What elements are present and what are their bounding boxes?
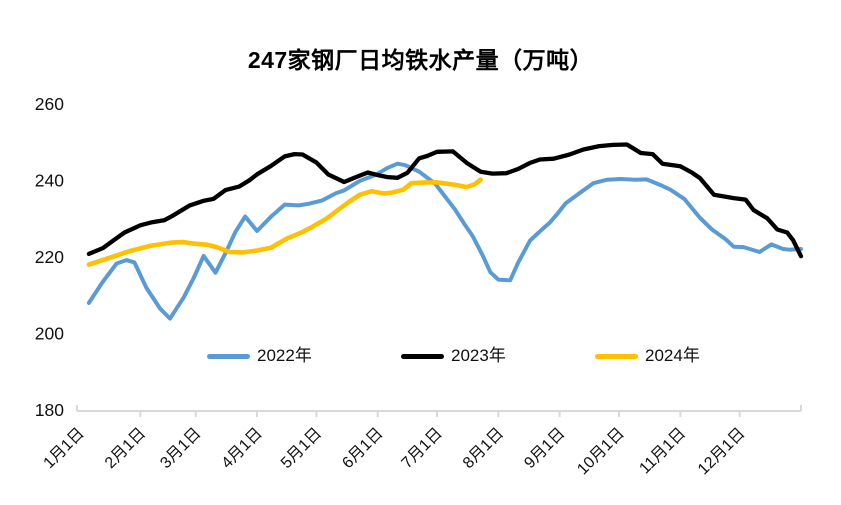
x-tick-label: 1月1日 [41, 425, 88, 472]
legend-label-2023: 2023年 [451, 346, 506, 365]
y-tick-label: 180 [35, 400, 64, 420]
series-line-2022 [86, 161, 803, 321]
y-tick-label: 200 [35, 324, 64, 344]
series-line-2023 [86, 142, 804, 259]
x-tick-label: 12月1日 [695, 425, 749, 479]
x-tick-label: 3月1日 [157, 425, 204, 472]
y-tick-label: 220 [35, 247, 64, 267]
legend-label-2024: 2024年 [645, 346, 700, 365]
legend-item-2024: 2024年 [595, 345, 700, 367]
x-tick-label: 10月1日 [574, 425, 628, 479]
x-tick-label: 6月1日 [339, 425, 386, 472]
series-line-2024 [86, 177, 483, 267]
x-tick-label: 11月1日 [636, 425, 689, 478]
legend-label-2022: 2022年 [257, 346, 312, 365]
x-tick-label: 4月1日 [219, 425, 266, 472]
y-tick-label: 240 [35, 171, 64, 191]
legend-swatch-2024 [595, 353, 638, 359]
legend-swatch-2023 [401, 353, 444, 359]
legend-item-2022: 2022年 [207, 345, 312, 367]
x-tick-label: 2月1日 [102, 425, 149, 472]
legend-item-2023: 2023年 [401, 345, 506, 367]
legend-swatch-2022 [207, 353, 250, 359]
chart-title: 247家钢厂日均铁水产量（万吨） [247, 47, 594, 73]
y-tick-label: 260 [35, 94, 64, 114]
x-tick-label: 7月1日 [399, 425, 446, 472]
x-tick-label: 8月1日 [460, 425, 507, 472]
x-tick-label: 5月1日 [278, 425, 325, 472]
x-tick-label: 9月1日 [521, 425, 568, 472]
